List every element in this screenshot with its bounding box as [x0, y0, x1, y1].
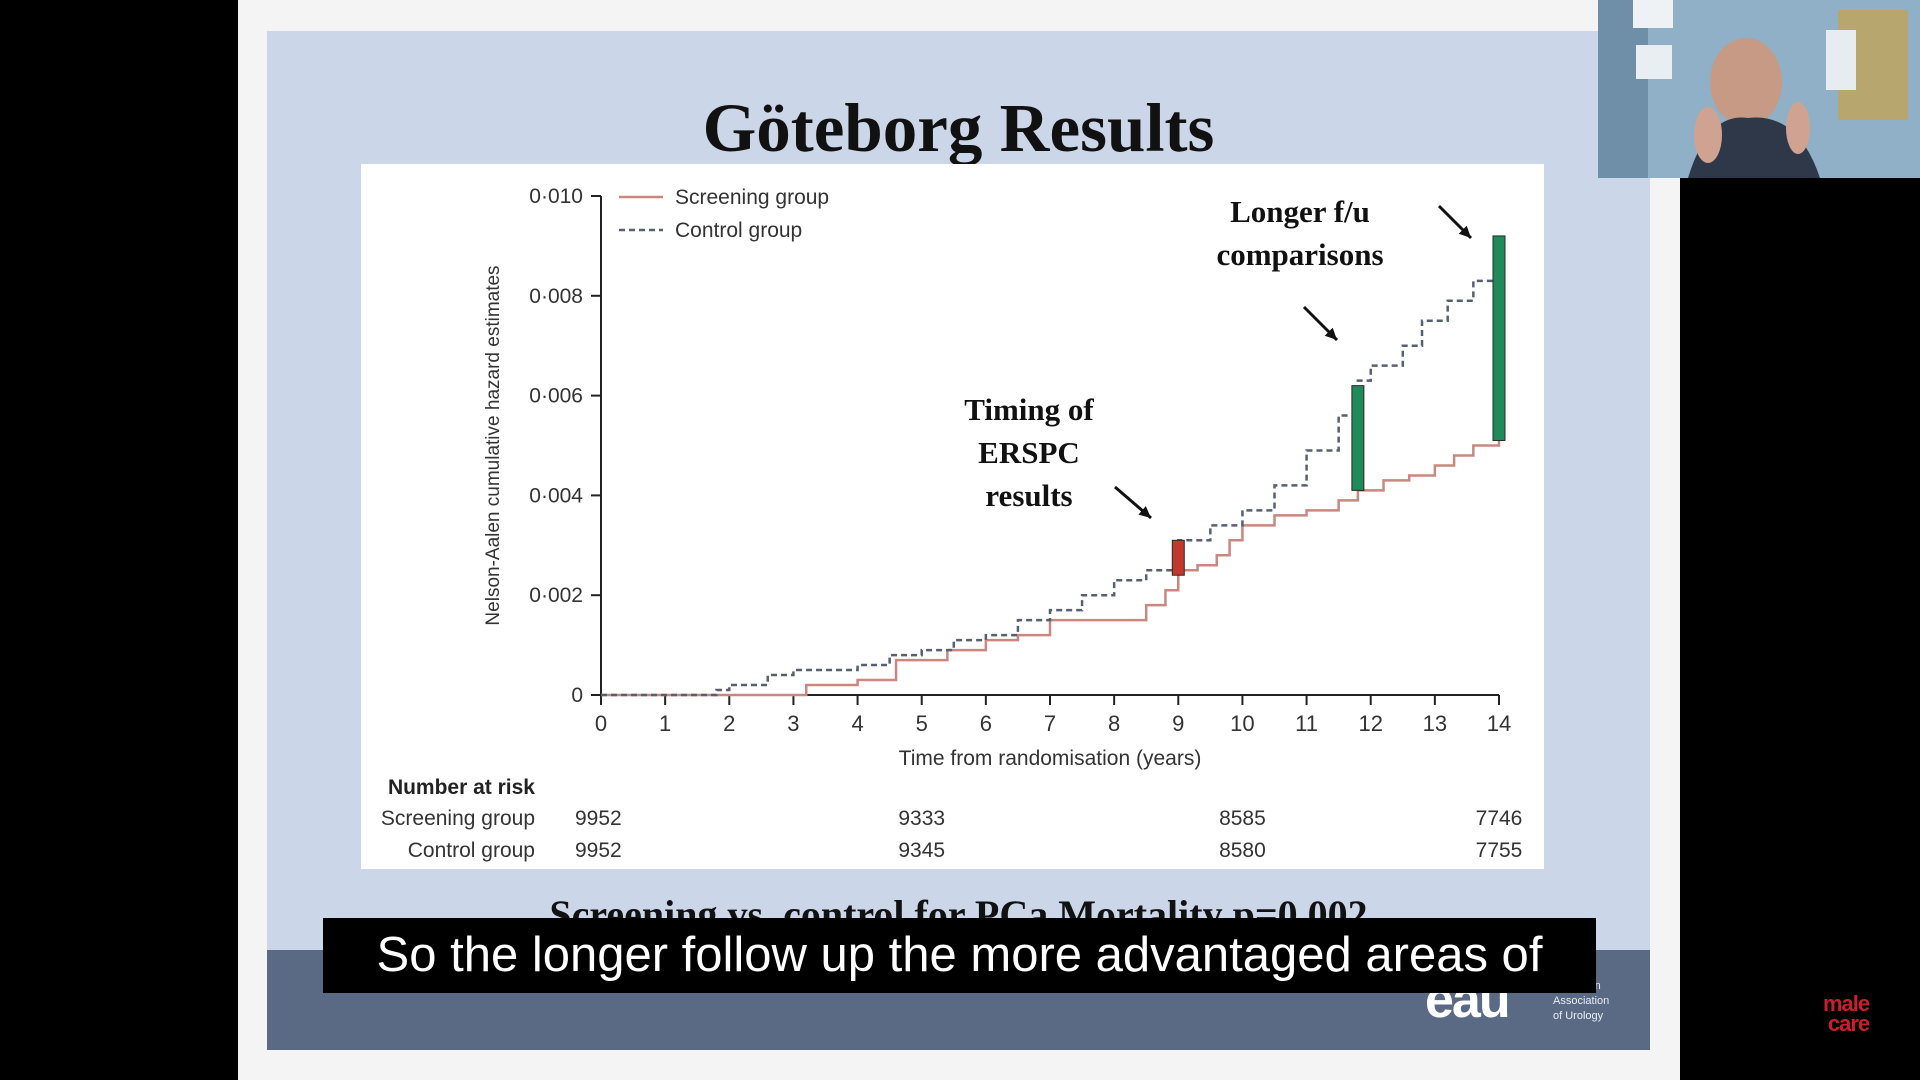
highlight-bar	[1351, 385, 1365, 491]
y-tick-label: 0·006	[529, 385, 583, 408]
x-tick-label: 3	[787, 711, 799, 736]
annotation-arrowhead	[1324, 327, 1337, 340]
eau-logo-line: Association	[1553, 995, 1610, 1007]
x-tick-label: 2	[723, 711, 735, 736]
annotation-label: Longer f/u	[1230, 194, 1370, 229]
annotation-label: Timing of	[964, 392, 1094, 427]
x-tick-label: 10	[1230, 711, 1254, 736]
eau-logo-line: of Urology	[1553, 1010, 1604, 1022]
annotation-arrowhead	[1138, 506, 1151, 518]
risk-value: 8585	[1219, 807, 1266, 830]
risk-value: 9952	[575, 839, 622, 862]
risk-row-label: Screening group	[381, 807, 535, 830]
malecare-logo-line: care	[1827, 1011, 1870, 1036]
highlight-bar	[1492, 235, 1506, 442]
risk-value: 9952	[575, 807, 622, 830]
y-tick-label: 0·002	[529, 584, 583, 607]
x-tick-label: 0	[595, 711, 607, 736]
risk-value: 8580	[1219, 839, 1266, 862]
chart-annotations: Timing of ERSPC results Longer f/u compariso…	[964, 194, 1473, 520]
chart-axes: 0 1 2 3 4 5 6 7 8 9 10 11 12 13 1400·0020·0040·0060·00…	[483, 185, 1511, 770]
malecare-logo: male care	[1823, 991, 1870, 1036]
annotation-label: ERSPC	[978, 435, 1080, 470]
video-caption: So the longer follow up the more advanta…	[323, 918, 1596, 993]
risk-row-label: Control group	[408, 839, 535, 862]
risk-value: 9345	[898, 839, 945, 862]
speaker-webcam	[1598, 0, 1920, 178]
chart-series	[601, 245, 1501, 697]
x-axis-title: Time from randomisation (years)	[899, 747, 1202, 770]
highlight-bar	[1171, 539, 1185, 576]
speaker-video-frame	[1598, 0, 1920, 178]
x-tick-label: 14	[1487, 711, 1511, 736]
y-tick-label: 0	[571, 684, 583, 707]
annotation-label: results	[985, 478, 1072, 513]
slide-title: Göteborg Results	[702, 90, 1215, 166]
x-tick-label: 8	[1108, 711, 1120, 736]
x-tick-label: 9	[1172, 711, 1184, 736]
y-tick-label: 0·010	[529, 185, 583, 208]
x-tick-label: 5	[916, 711, 928, 736]
chart-highlights	[1171, 235, 1506, 576]
risk-value: 7746	[1476, 807, 1523, 830]
risk-value: 9333	[898, 807, 945, 830]
annotation-arrowhead	[1458, 225, 1471, 238]
x-tick-label: 4	[851, 711, 863, 736]
malecare-logo-line: male	[1823, 991, 1870, 1016]
annotation-label: comparisons	[1216, 237, 1383, 272]
x-tick-label: 13	[1423, 711, 1447, 736]
chart-legend: Screening group Control group	[619, 186, 829, 242]
y-tick-label: 0·008	[529, 285, 583, 308]
risk-table: Number at risk Screening group 9952 9333 858…	[381, 776, 1522, 862]
risk-value: 7755	[1476, 839, 1523, 862]
y-tick-label: 0·004	[529, 484, 583, 507]
x-tick-label: 7	[1044, 711, 1056, 736]
legend-label: Screening group	[675, 186, 829, 209]
hazard-chart: 0 1 2 3 4 5 6 7 8 9 10 11 12 13 1400·0020·0040·0060·00…	[381, 185, 1522, 862]
chart-panel: 0 1 2 3 4 5 6 7 8 9 10 11 12 13 14 0 0·002 0·004 0·006 0·00…	[361, 164, 1544, 869]
series-line	[601, 245, 1501, 697]
x-tick-label: 12	[1358, 711, 1382, 736]
y-axis-title: Nelson-Aalen cumulative hazard estimates	[483, 265, 504, 625]
x-tick-label: 6	[980, 711, 992, 736]
x-tick-label: 1	[659, 711, 671, 736]
risk-table-heading: Number at risk	[388, 776, 535, 799]
x-tick-label: 11	[1295, 711, 1318, 736]
series-line	[601, 440, 1501, 697]
legend-label: Control group	[675, 219, 802, 242]
